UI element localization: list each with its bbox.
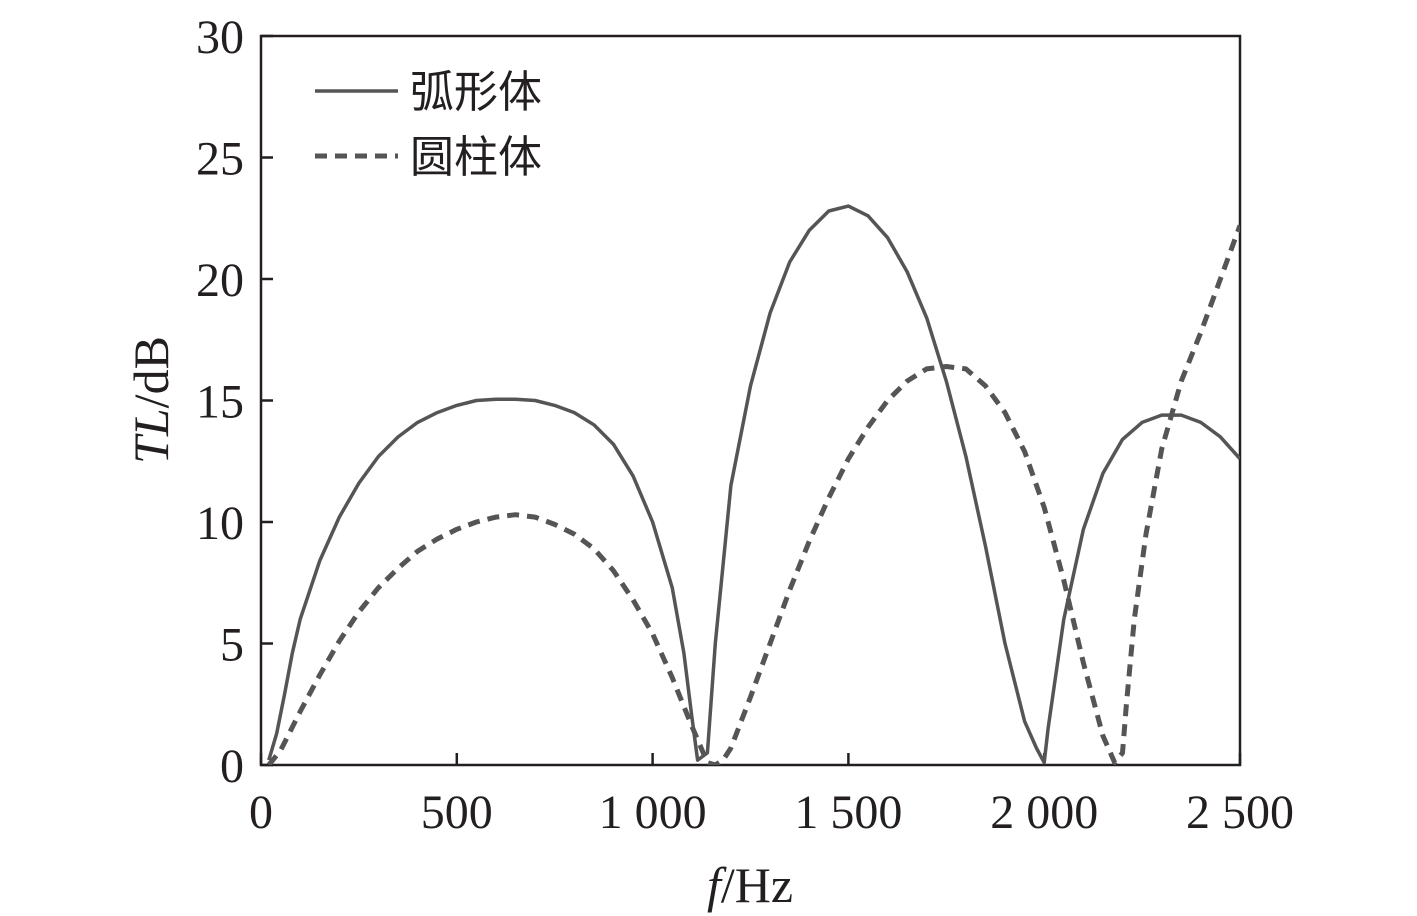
axis-tick-labels: 0 500 1 000 1 500 2 000 2 500 0 5 10 15 20 25 30 xyxy=(196,11,1294,839)
y-tick-label: 30 xyxy=(196,11,244,64)
y-tick-label: 15 xyxy=(196,376,244,429)
x-tick-label: 0 xyxy=(249,786,273,839)
plot-frame xyxy=(259,34,1242,767)
x-tick-label: 1 500 xyxy=(794,786,902,839)
series-line-2 xyxy=(266,224,1240,765)
legend: 弧形体 圆柱体 xyxy=(315,67,542,183)
y-tick-label: 25 xyxy=(196,133,244,186)
x-tick-label: 500 xyxy=(421,786,493,839)
y-tick-label: 0 xyxy=(220,740,244,793)
x-tick-label: 1 000 xyxy=(599,786,707,839)
x-tick-label: 2 500 xyxy=(1186,786,1294,839)
series-line-1 xyxy=(267,204,1240,765)
axis-ticks xyxy=(259,34,1242,767)
x-axis-label: f/Hz xyxy=(707,857,793,913)
y-tick-label: 5 xyxy=(220,619,244,672)
y-tick-label: 10 xyxy=(196,497,244,550)
y-axis-label: TL/dB xyxy=(123,336,179,464)
series-lines xyxy=(266,204,1240,765)
legend-label-series-2: 圆柱体 xyxy=(410,132,542,183)
y-tick-label: 20 xyxy=(196,254,244,307)
legend-label-series-1: 弧形体 xyxy=(410,67,542,118)
x-tick-label: 2 000 xyxy=(990,786,1098,839)
